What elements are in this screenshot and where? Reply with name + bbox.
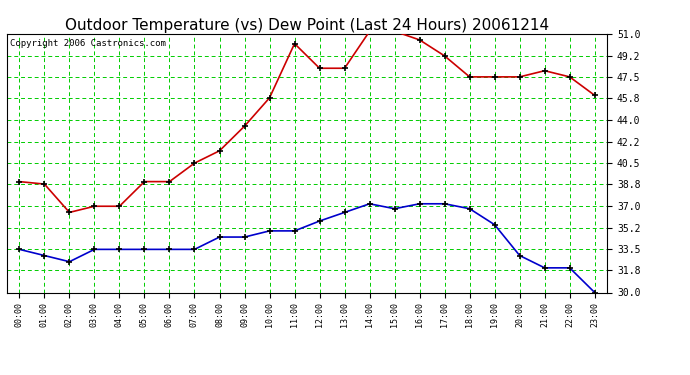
Text: Copyright 2006 Castronics.com: Copyright 2006 Castronics.com — [10, 39, 166, 48]
Title: Outdoor Temperature (vs) Dew Point (Last 24 Hours) 20061214: Outdoor Temperature (vs) Dew Point (Last… — [65, 18, 549, 33]
